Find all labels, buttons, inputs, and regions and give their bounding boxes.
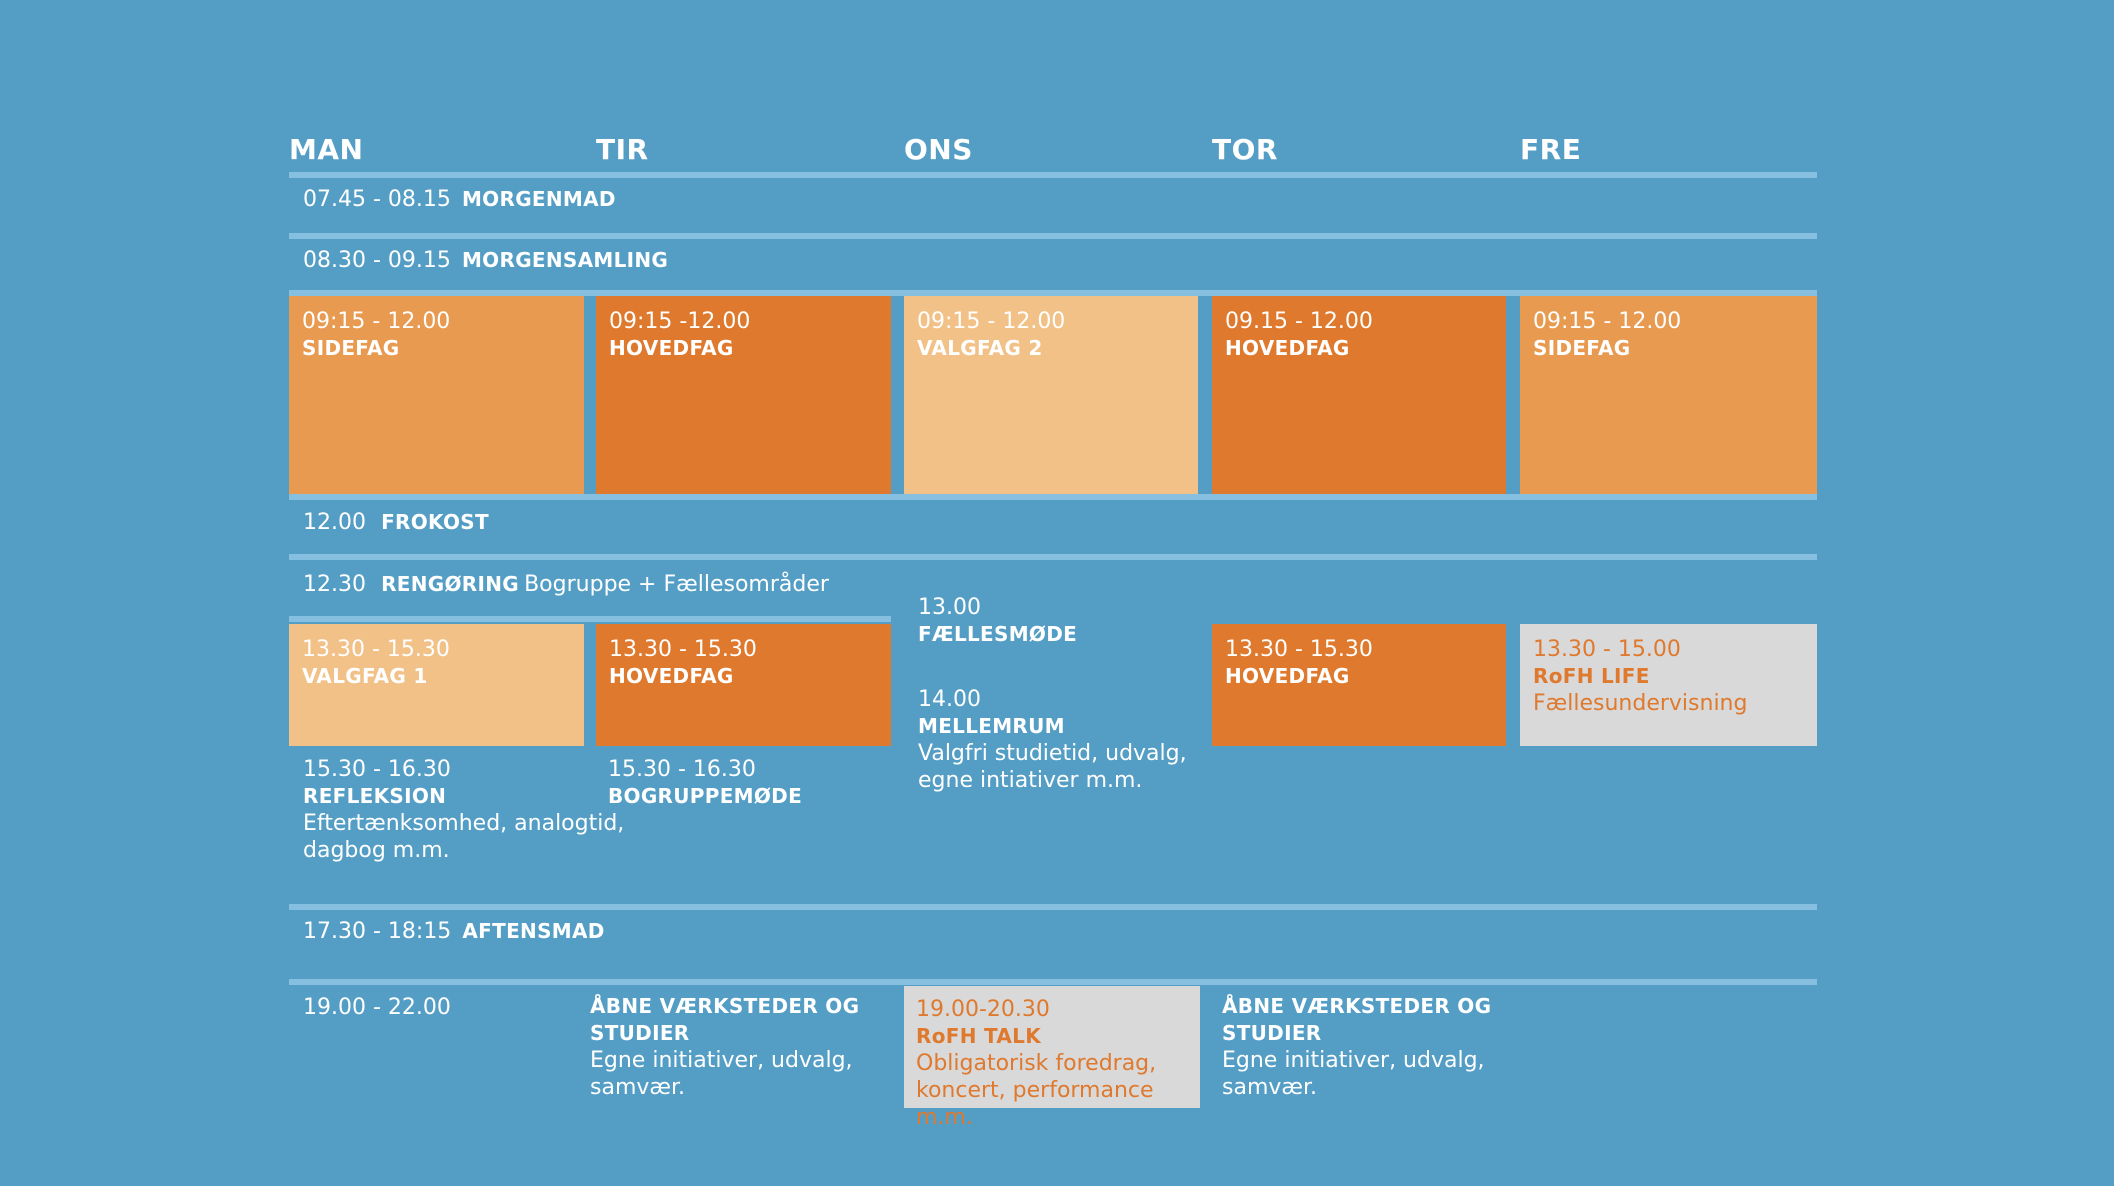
free-detail: Valgfri studietid, udvalg, xyxy=(918,741,1187,766)
row-detail: Bogruppe + Fællesområder xyxy=(524,572,829,597)
evening-time: 19.00 - 22.00 xyxy=(303,995,451,1020)
block-time: 13.30 - 15.30 xyxy=(609,637,757,662)
row-assembly: 08.30 - 09.15 MORGENSAMLING xyxy=(303,247,668,274)
block-tor-hovedfag-pm: 13.30 - 15.30 HOVEDFAG xyxy=(1212,624,1506,746)
free-detail: egne intiativer m.m. xyxy=(918,768,1143,793)
ons-free-time: 14.00 MELLEMRUM Valgfri studietid, udval… xyxy=(918,686,1187,794)
block-label: RoFH LIFE xyxy=(1533,664,1650,688)
block-ons-rofh-talk: 19.00-20.30 RoFH TALK Obligatorisk fored… xyxy=(904,986,1200,1130)
row-time: 08.30 - 09.15 xyxy=(303,248,451,273)
block-tor-hovedfag: 09.15 - 12.00 HOVEDFAG xyxy=(1212,296,1506,494)
workshops-detail: Egne initiativer, udvalg, xyxy=(590,1048,853,1073)
reflection-time: 15.30 - 16.30 xyxy=(303,757,451,782)
block-label: HOVEDFAG xyxy=(1225,336,1350,360)
workshops-detail: Egne initiativer, udvalg, xyxy=(1222,1048,1485,1073)
divider xyxy=(289,494,1817,500)
meeting-time: 13.00 xyxy=(918,595,981,620)
block-time: 13.30 - 15.30 xyxy=(302,637,450,662)
day-header-tir: TIR xyxy=(596,133,649,166)
free-label: MELLEMRUM xyxy=(918,714,1065,738)
row-label: FROKOST xyxy=(381,510,489,534)
block-time: 09.15 - 12.00 xyxy=(1225,309,1373,334)
row-time: 12.00 xyxy=(303,510,366,535)
block-time: 09:15 - 12.00 xyxy=(917,309,1066,334)
block-tir-hovedfag: 09:15 -12.00 HOVEDFAG xyxy=(596,296,891,494)
workshops-label: STUDIER xyxy=(590,1021,690,1045)
row-cleaning: 12.30 RENGØRING Bogruppe + Fællesområder xyxy=(303,571,829,598)
day-header-fre: FRE xyxy=(1520,133,1582,166)
block-label: VALGFAG 1 xyxy=(302,664,428,688)
block-detail: Fællesundervisning xyxy=(1533,691,1748,716)
divider xyxy=(289,904,1817,910)
workshops-detail: samvær. xyxy=(1222,1075,1318,1100)
man-reflection: 15.30 - 16.30 REFLEKSION Eftertænksomhed… xyxy=(303,756,624,864)
row-time: 12.30 xyxy=(303,572,366,597)
row-lunch: 12.00 FROKOST xyxy=(303,509,489,536)
block-fre-sidefag: 09:15 - 12.00 SIDEFAG xyxy=(1520,296,1817,494)
row-label: AFTENSMAD xyxy=(462,919,605,943)
tor-evening-workshops: ÅBNE VÆRKSTEDER OG STUDIER Egne initiati… xyxy=(1222,993,1491,1101)
block-label: HOVEDFAG xyxy=(1225,664,1350,688)
day-header-tor: TOR xyxy=(1212,133,1278,166)
group-label: BOGRUPPEMØDE xyxy=(608,784,803,808)
block-label: SIDEFAG xyxy=(1533,336,1631,360)
block-time: 13.30 - 15.30 xyxy=(1225,637,1373,662)
block-label: SIDEFAG xyxy=(302,336,400,360)
row-label: RENGØRING xyxy=(381,572,519,596)
tir-evening-workshops: ÅBNE VÆRKSTEDER OG STUDIER Egne initiati… xyxy=(590,993,859,1101)
divider xyxy=(289,616,891,622)
block-fre-rofh-life: 13.30 - 15.00 RoFH LIFE Fællesundervisni… xyxy=(1520,624,1817,746)
workshops-label: STUDIER xyxy=(1222,1021,1322,1045)
talk-time: 19.00-20.30 xyxy=(916,997,1050,1022)
divider xyxy=(289,172,1817,178)
block-tir-hovedfag-pm: 13.30 - 15.30 HOVEDFAG xyxy=(596,624,891,746)
talk-label: RoFH TALK xyxy=(916,1024,1042,1048)
block-time: 09:15 - 12.00 xyxy=(1533,309,1682,334)
divider xyxy=(289,979,1817,985)
talk-detail: koncert, performance m.m. xyxy=(916,1078,1154,1130)
block-time: 09:15 -12.00 xyxy=(609,309,751,334)
group-time: 15.30 - 16.30 xyxy=(608,757,756,782)
reflection-detail: Eftertænksomhed, analogtid, xyxy=(303,811,625,836)
block-time: 13.30 - 15.00 xyxy=(1533,637,1681,662)
row-dinner: 17.30 - 18:15 AFTENSMAD xyxy=(303,918,605,945)
ons-meeting: 13.00 FÆLLESMØDE xyxy=(918,594,1077,648)
reflection-detail: dagbog m.m. xyxy=(303,838,450,863)
block-label: HOVEDFAG xyxy=(609,664,734,688)
block-label: HOVEDFAG xyxy=(609,336,734,360)
workshops-label: ÅBNE VÆRKSTEDER OG xyxy=(1222,994,1492,1018)
block-label: VALGFAG 2 xyxy=(917,336,1043,360)
divider xyxy=(289,554,1817,560)
day-header-man: MAN xyxy=(289,133,364,166)
row-time: 17.30 - 18:15 xyxy=(303,919,452,944)
block-man-valgfag1: 13.30 - 15.30 VALGFAG 1 xyxy=(289,624,584,746)
row-breakfast: 07.45 - 08.15 MORGENMAD xyxy=(303,186,616,213)
free-time: 14.00 xyxy=(918,687,981,712)
divider xyxy=(289,233,1817,239)
row-label: MORGENSAMLING xyxy=(461,248,669,272)
reflection-label: REFLEKSION xyxy=(303,784,447,808)
tir-group-meeting: 15.30 - 16.30 BOGRUPPEMØDE xyxy=(608,756,802,810)
block-ons-valgfag2: 09:15 - 12.00 VALGFAG 2 xyxy=(904,296,1198,494)
day-header-ons: ONS xyxy=(904,133,973,166)
workshops-label: ÅBNE VÆRKSTEDER OG xyxy=(590,994,860,1018)
block-man-sidefag: 09:15 - 12.00 SIDEFAG xyxy=(289,296,584,494)
block-time: 09:15 - 12.00 xyxy=(302,309,451,334)
divider xyxy=(289,290,1817,296)
workshops-detail: samvær. xyxy=(590,1075,686,1100)
meeting-label: FÆLLESMØDE xyxy=(918,622,1078,646)
row-label: MORGENMAD xyxy=(461,187,616,211)
talk-detail: Obligatorisk foredrag, xyxy=(916,1051,1157,1076)
row-time: 07.45 - 08.15 xyxy=(303,187,451,212)
